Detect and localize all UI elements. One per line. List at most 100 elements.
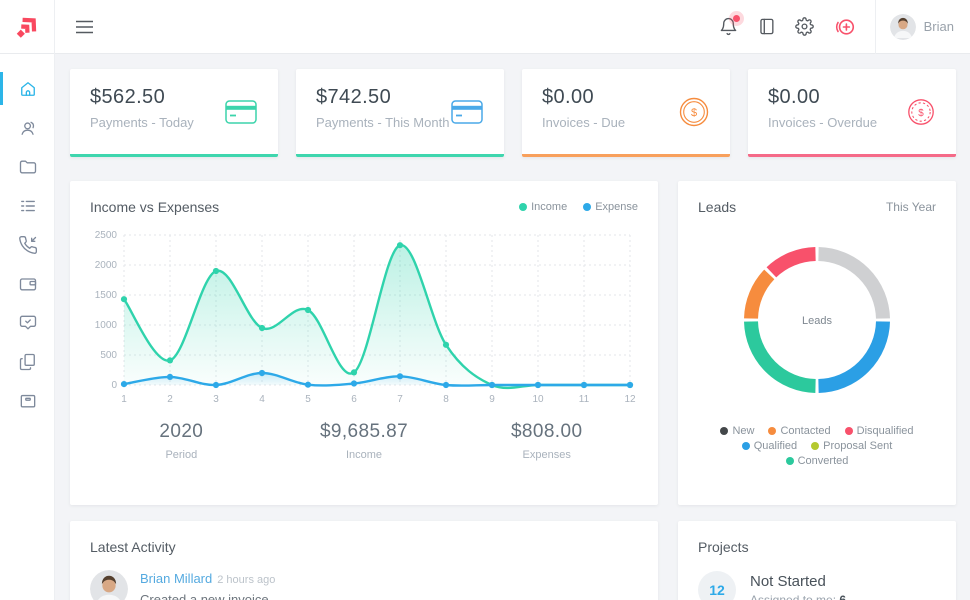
chart-legend: Income Expense — [519, 201, 638, 213]
user-menu[interactable]: Brian — [889, 13, 970, 40]
user-avatar — [889, 13, 916, 40]
projects-title: Projects — [698, 539, 749, 555]
activity-item: Brian Millard 2 hours ago Created a new i… — [90, 570, 638, 600]
activity-title: Latest Activity — [90, 539, 176, 555]
stat-value: $0.00 — [542, 86, 595, 108]
header-divider — [874, 0, 876, 54]
copy-pages-icon — [18, 352, 38, 372]
legend-label: Expense — [595, 201, 638, 213]
quick-add-button[interactable] — [833, 17, 856, 37]
stat-label: Invoices - Due — [542, 115, 626, 130]
svg-text:2: 2 — [167, 394, 173, 405]
converted-dot — [785, 457, 794, 465]
project-assigned-count: 6 — [839, 593, 847, 600]
settings-button[interactable] — [794, 17, 814, 36]
new-dot — [720, 427, 729, 435]
legend-item-expense[interactable]: Expense — [583, 201, 638, 213]
list-icon — [18, 196, 38, 216]
credit-card-icon — [224, 99, 258, 125]
home-icon — [18, 79, 38, 99]
svg-text:0: 0 — [111, 380, 117, 391]
stat-value: $742.50 — [316, 86, 392, 108]
leads-period-label: This Year — [885, 200, 936, 214]
sidebar-item-payments[interactable] — [0, 264, 55, 303]
legend-item-converted[interactable]: Converted — [785, 455, 849, 467]
sidebar-item-calls[interactable] — [0, 225, 55, 264]
svg-text:$: $ — [691, 107, 697, 119]
svg-text:12: 12 — [624, 394, 636, 405]
dollar-coin-icon: $ — [906, 97, 936, 127]
hamburger-icon — [75, 19, 94, 35]
activity-avatar — [90, 570, 128, 600]
legend-item-income[interactable]: Income — [519, 201, 567, 213]
svg-text:Leads: Leads — [802, 315, 832, 327]
brand-logo-icon — [12, 12, 42, 42]
legend-item-contacted[interactable]: Contacted — [768, 425, 831, 437]
activity-user-link[interactable]: Brian Millard — [140, 571, 213, 586]
legend-item-new[interactable]: New — [720, 425, 754, 437]
activity-time: 2 hours ago — [217, 574, 276, 586]
sidebar-item-documents[interactable] — [0, 342, 55, 381]
credit-card-icon — [450, 99, 484, 125]
latest-activity-card: Latest Activity Brian — [70, 521, 658, 600]
svg-text:2000: 2000 — [95, 260, 118, 271]
svg-text:$: $ — [918, 107, 924, 118]
svg-text:10: 10 — [532, 394, 544, 405]
activity-action: Created a new invoice — [140, 592, 269, 600]
sidebar-item-contacts[interactable] — [0, 108, 55, 147]
stat-label: Invoices - Overdue — [768, 115, 878, 130]
leads-card: Leads This Year Leads New Contacted Disq… — [678, 181, 956, 505]
journal-icon — [757, 17, 776, 36]
qualified-dot — [741, 442, 750, 450]
svg-text:9: 9 — [489, 394, 495, 405]
sidebar-item-archive[interactable] — [0, 381, 55, 420]
legend-item-disqualified[interactable]: Disqualified — [844, 425, 914, 437]
journal-button[interactable] — [757, 17, 776, 36]
sidebar-item-tasks[interactable] — [0, 186, 55, 225]
svg-text:6: 6 — [351, 394, 357, 405]
stat-card-invoices-due: $0.00 Invoices - Due $ — [522, 69, 730, 157]
disqualified-dot — [844, 427, 853, 435]
chat-icon — [18, 313, 38, 333]
legend-label: Converted — [797, 455, 849, 467]
legend-label: Proposal Sent — [823, 440, 893, 452]
app-logo[interactable] — [0, 0, 55, 54]
income-expenses-card: Income vs Expenses Income Expense 0 500 10… — [70, 181, 658, 505]
dollar-coin-icon: $ — [678, 96, 710, 128]
summary-expenses: $808.00 Expenses — [510, 421, 583, 461]
svg-text:1500: 1500 — [95, 290, 118, 301]
projects-card: Projects 12 Not Started Assigned to me: … — [678, 521, 956, 600]
bell-icon — [719, 17, 738, 36]
project-status-label: Not Started — [750, 573, 826, 590]
bottom-row: Latest Activity Brian — [70, 521, 956, 600]
notifications-button[interactable] — [719, 15, 740, 36]
chart-summary: 2020 Period $9,685.87 Income $808.00 Exp… — [90, 421, 638, 461]
active-indicator — [0, 72, 3, 105]
svg-text:500: 500 — [100, 350, 117, 361]
gear-icon — [794, 17, 814, 36]
stat-card-payments-month: $742.50 Payments - This Month — [296, 69, 504, 157]
sidebar-item-messages[interactable] — [0, 303, 55, 342]
summary-income: $9,685.87 Income — [319, 421, 409, 461]
chart-title: Income vs Expenses — [90, 199, 220, 215]
legend-item-qualified[interactable]: Qualified — [741, 440, 797, 452]
user-name-label: Brian — [923, 19, 954, 34]
summary-period: 2020 Period — [159, 421, 204, 461]
project-status-item[interactable]: 12 Not Started Assigned to me: 6 — [698, 571, 936, 600]
leads-title: Leads — [698, 199, 737, 215]
income-dot — [519, 203, 528, 211]
stat-card-invoices-overdue: $0.00 Invoices - Overdue $ — [748, 69, 956, 157]
sidebar — [0, 54, 55, 600]
leads-legend: New Contacted Disqualified Qualified Pro… — [698, 425, 936, 467]
quick-add-icon — [833, 17, 856, 37]
sidebar-item-files[interactable] — [0, 147, 55, 186]
notification-badge — [732, 15, 740, 22]
contacted-dot — [768, 427, 777, 435]
legend-item-proposal-sent[interactable]: Proposal Sent — [811, 440, 892, 452]
sidebar-item-home[interactable] — [0, 69, 55, 108]
leads-donut-chart[interactable]: Leads — [722, 225, 912, 415]
stat-label: Payments - Today — [90, 115, 194, 130]
menu-toggle-button[interactable] — [75, 19, 94, 35]
project-assigned-label: Assigned to me: 6 — [750, 593, 846, 600]
